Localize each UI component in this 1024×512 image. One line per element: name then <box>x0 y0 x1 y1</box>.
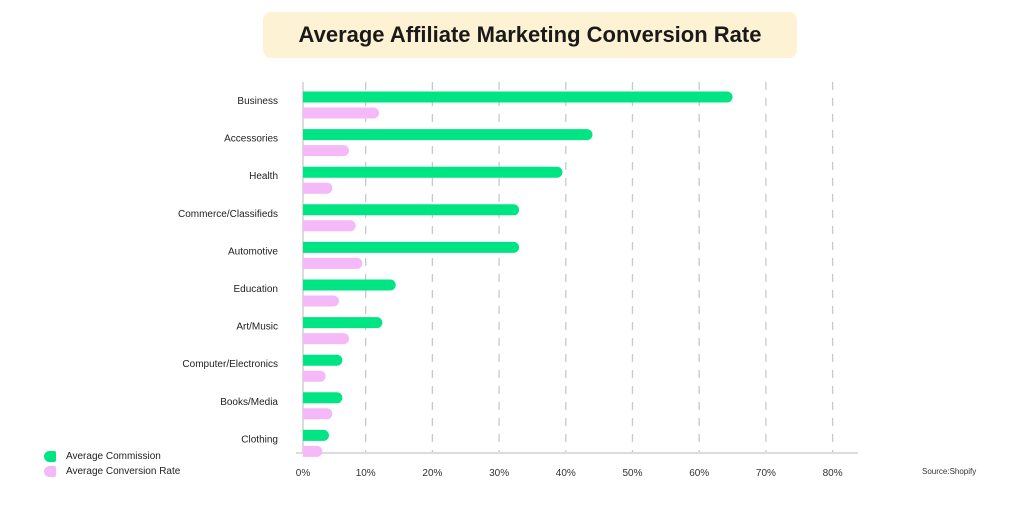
bar-commission <box>303 241 520 253</box>
bar-conversion <box>303 145 350 157</box>
bar-conversion <box>303 107 380 119</box>
bar-commission <box>302 129 593 141</box>
x-tick-label: 80% <box>823 468 843 479</box>
x-tick-label: 60% <box>689 468 709 479</box>
legend-item: Average Conversion Rate <box>44 464 180 479</box>
legend-label: Average Conversion Rate <box>66 466 181 477</box>
bar-conversion <box>303 295 340 307</box>
bar-conversion <box>303 370 326 382</box>
category-label: Business <box>237 96 278 107</box>
bar-commission <box>303 279 396 291</box>
x-tick-label: 50% <box>622 468 642 479</box>
category-label: Books/Media <box>220 397 278 408</box>
legend: Average Commission Average Conversion Ra… <box>44 449 180 479</box>
category-label: Computer/Electronics <box>182 359 278 370</box>
x-tick-label: 20% <box>422 468 442 479</box>
category-label: Clothing <box>241 434 278 445</box>
bar-conversion <box>303 257 363 269</box>
category-label: Automotive <box>228 246 278 257</box>
category-label: Commerce/Classifieds <box>178 209 278 220</box>
bar-conversion <box>303 220 356 232</box>
bar-commission <box>303 392 343 404</box>
x-tick-label: 30% <box>489 468 509 479</box>
chart-title: Average Affiliate Marketing Conversion R… <box>263 12 797 58</box>
category-label: Health <box>249 171 278 182</box>
legend-label: Average Commission <box>66 451 161 462</box>
bar-commission <box>303 429 330 441</box>
bar-commission <box>303 354 343 366</box>
bar-conversion <box>303 408 333 420</box>
category-label: Education <box>234 284 278 295</box>
bar-conversion <box>303 333 350 345</box>
bar-commission <box>303 91 733 103</box>
category-label: Accessories <box>224 134 278 145</box>
bar-conversion <box>303 182 333 194</box>
x-tick-label: 70% <box>756 468 776 479</box>
x-tick-label: 10% <box>356 468 376 479</box>
category-label: Art/Music <box>236 322 278 333</box>
x-tick-label: 40% <box>556 468 576 479</box>
bar-commission <box>302 166 563 178</box>
bar-commission <box>303 204 520 216</box>
legend-swatch <box>44 451 56 462</box>
x-tick-label: 0% <box>296 468 311 479</box>
source-note: Source:Shopify <box>922 467 977 476</box>
legend-swatch <box>44 466 56 477</box>
bar-conversion <box>303 445 323 457</box>
bar-commission <box>303 317 383 329</box>
legend-item: Average Commission <box>44 449 180 464</box>
